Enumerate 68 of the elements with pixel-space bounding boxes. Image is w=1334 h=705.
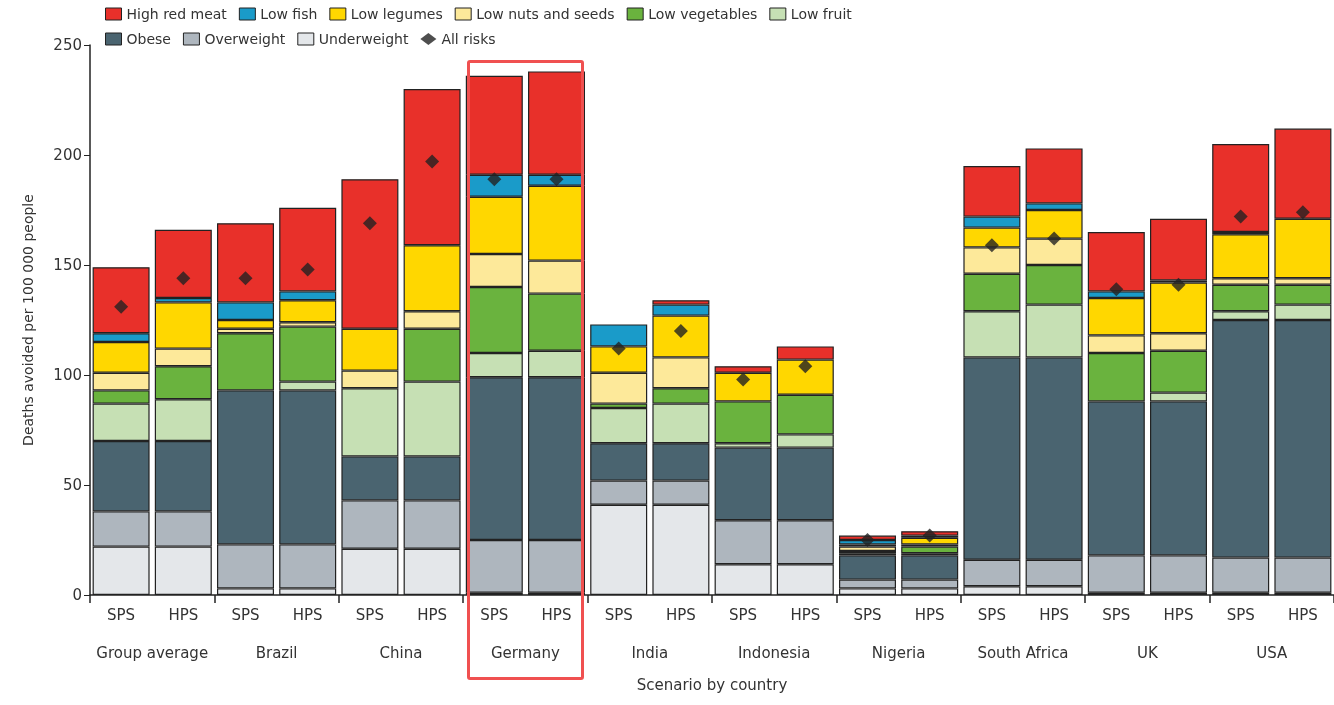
legend-label: Overweight <box>204 31 286 47</box>
point <box>922 528 937 543</box>
point <box>798 359 813 374</box>
x-tick-label: HPS <box>1287 605 1318 624</box>
x-tick-label: SPS <box>604 605 633 624</box>
legend-label: Obese <box>126 31 171 47</box>
text: Indonesia <box>737 643 811 662</box>
legend-label: Low vegetables <box>648 6 758 22</box>
x-tick-label: SPS <box>977 605 1006 624</box>
x-tick-label: SPS <box>231 605 260 624</box>
point <box>860 533 875 547</box>
x-tick-label: SPS <box>1102 605 1131 624</box>
bar <box>154 229 212 298</box>
point <box>1109 282 1124 297</box>
y-axis-title: Deaths avoided per 100 000 people <box>20 194 36 446</box>
x-axis-title: Scenario by country <box>636 675 788 694</box>
text: India <box>631 643 669 662</box>
x-tick-label: HPS <box>665 605 696 624</box>
legend-label: High red meat <box>126 6 228 22</box>
point <box>1295 205 1310 220</box>
y-tick-label: 250 <box>53 36 82 54</box>
x-tick-label: HPS <box>168 605 199 624</box>
text: China <box>379 643 423 662</box>
y-tick-label: 150 <box>53 256 82 274</box>
legend-label: Low nuts and seeds <box>476 6 615 22</box>
x-tick-label: SPS <box>729 605 758 624</box>
x-tick-label: SPS <box>1226 605 1255 624</box>
text: UK <box>1136 643 1159 662</box>
text: Group average <box>96 643 209 662</box>
point <box>984 238 999 253</box>
point <box>176 271 191 286</box>
y-tick-label: 50 <box>62 476 82 494</box>
y-tick-label: 100 <box>53 366 82 384</box>
point <box>549 172 564 187</box>
legend-label: All risks <box>441 31 496 47</box>
point <box>425 154 440 169</box>
text: Brazil <box>255 643 298 662</box>
point <box>300 262 315 277</box>
y-tick-label: 200 <box>53 146 82 164</box>
x-tick-label: HPS <box>541 605 572 624</box>
text: Germany <box>490 643 560 662</box>
text: USA <box>1256 643 1289 662</box>
legend-label: Low legumes <box>350 6 443 22</box>
bar <box>1212 144 1270 232</box>
x-tick-label: HPS <box>1039 605 1070 624</box>
x-tick-label: HPS <box>292 605 323 624</box>
x-tick-label: SPS <box>480 605 509 624</box>
point <box>1047 231 1062 246</box>
point <box>1171 277 1186 292</box>
y-tick-label: 0 <box>72 586 82 604</box>
text: Nigeria <box>871 643 926 662</box>
point <box>238 271 253 286</box>
x-tick-label: SPS <box>853 605 882 624</box>
legend-label: Low fruit <box>790 6 853 22</box>
x-tick-label: HPS <box>417 605 448 624</box>
bar <box>901 546 959 554</box>
point <box>1233 209 1248 224</box>
point <box>611 341 626 356</box>
x-tick-label: HPS <box>790 605 821 624</box>
point <box>362 216 377 231</box>
x-tick-label: SPS <box>107 605 136 624</box>
legend-label: Low fish <box>260 6 318 22</box>
legend-label: Underweight <box>318 31 409 47</box>
text: South Africa <box>977 643 1069 662</box>
x-tick-label: SPS <box>355 605 384 624</box>
x-tick-label: HPS <box>914 605 945 624</box>
x-tick-label: HPS <box>1163 605 1194 624</box>
point <box>114 299 129 314</box>
